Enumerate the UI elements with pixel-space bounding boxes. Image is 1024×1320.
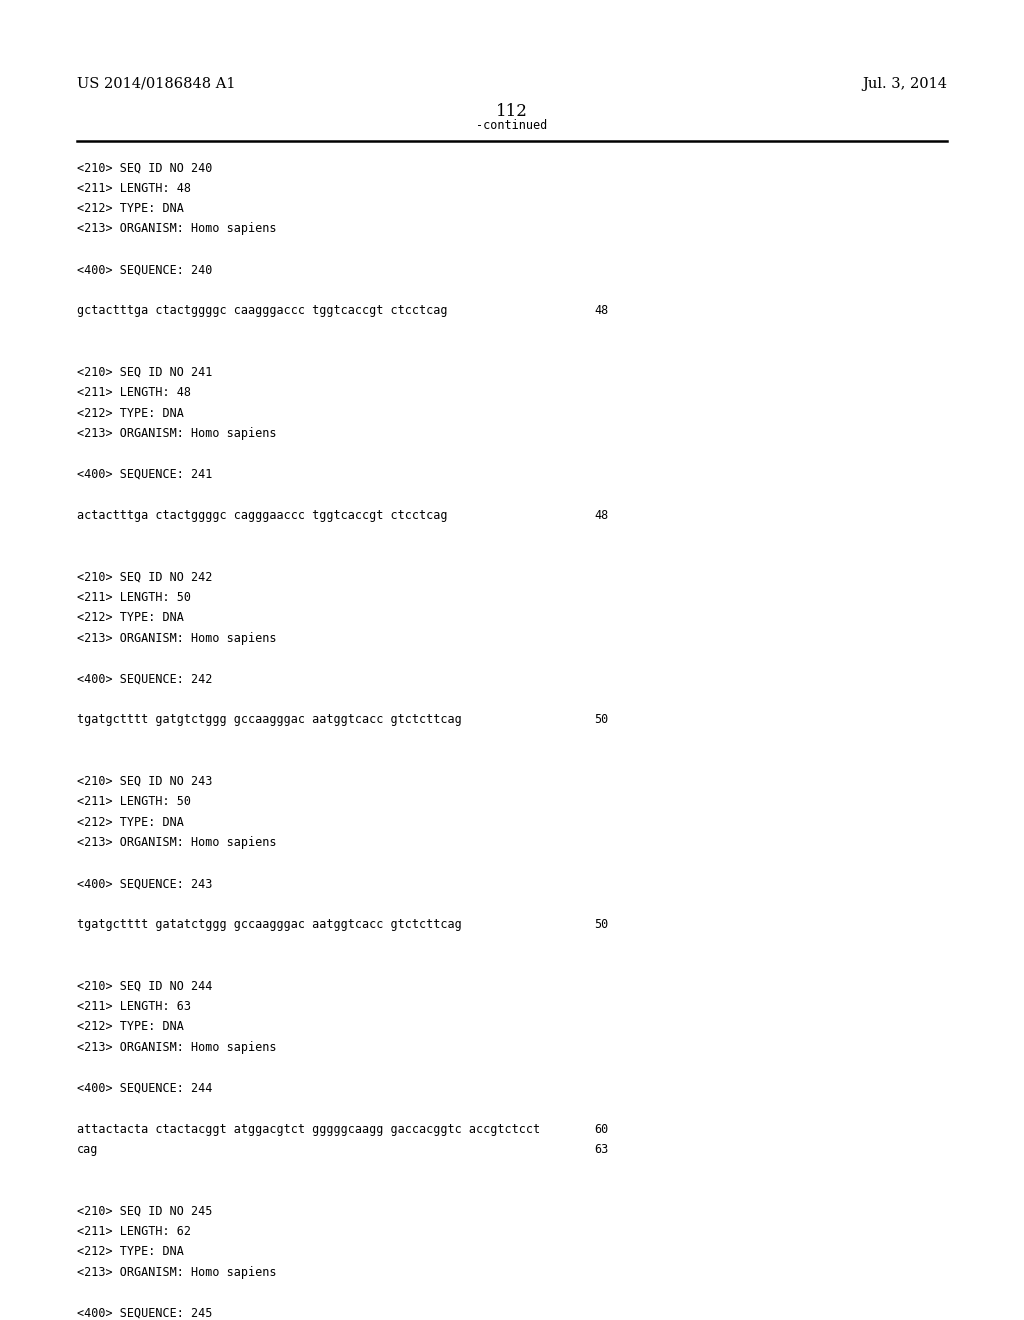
Text: <400> SEQUENCE: 243: <400> SEQUENCE: 243	[77, 876, 212, 890]
Text: <212> TYPE: DNA: <212> TYPE: DNA	[77, 1020, 183, 1034]
Text: <213> ORGANISM: Homo sapiens: <213> ORGANISM: Homo sapiens	[77, 631, 276, 644]
Text: <211> LENGTH: 63: <211> LENGTH: 63	[77, 999, 190, 1012]
Text: attactacta ctactacggt atggacgtct gggggcaagg gaccacggtc accgtctcct: attactacta ctactacggt atggacgtct gggggca…	[77, 1122, 540, 1135]
Text: gctactttga ctactggggc caagggaccc tggtcaccgt ctcctcag: gctactttga ctactggggc caagggaccc tggtcac…	[77, 304, 447, 317]
Text: US 2014/0186848 A1: US 2014/0186848 A1	[77, 77, 236, 91]
Text: 50: 50	[594, 713, 608, 726]
Text: <212> TYPE: DNA: <212> TYPE: DNA	[77, 816, 183, 829]
Text: 60: 60	[594, 1122, 608, 1135]
Text: <400> SEQUENCE: 245: <400> SEQUENCE: 245	[77, 1307, 212, 1320]
Text: <210> SEQ ID NO 241: <210> SEQ ID NO 241	[77, 366, 212, 379]
Text: <213> ORGANISM: Homo sapiens: <213> ORGANISM: Homo sapiens	[77, 836, 276, 849]
Text: <212> TYPE: DNA: <212> TYPE: DNA	[77, 611, 183, 624]
Text: <400> SEQUENCE: 244: <400> SEQUENCE: 244	[77, 1081, 212, 1094]
Text: 112: 112	[496, 103, 528, 120]
Text: <213> ORGANISM: Homo sapiens: <213> ORGANISM: Homo sapiens	[77, 222, 276, 235]
Text: <211> LENGTH: 50: <211> LENGTH: 50	[77, 590, 190, 603]
Text: <210> SEQ ID NO 242: <210> SEQ ID NO 242	[77, 570, 212, 583]
Text: <213> ORGANISM: Homo sapiens: <213> ORGANISM: Homo sapiens	[77, 426, 276, 440]
Text: <212> TYPE: DNA: <212> TYPE: DNA	[77, 407, 183, 420]
Text: <211> LENGTH: 48: <211> LENGTH: 48	[77, 181, 190, 194]
Text: tgatgctttt gatatctggg gccaagggac aatggtcacc gtctcttcag: tgatgctttt gatatctggg gccaagggac aatggtc…	[77, 917, 462, 931]
Text: <400> SEQUENCE: 242: <400> SEQUENCE: 242	[77, 672, 212, 685]
Text: 50: 50	[594, 917, 608, 931]
Text: 48: 48	[594, 304, 608, 317]
Text: 63: 63	[594, 1143, 608, 1156]
Text: <400> SEQUENCE: 240: <400> SEQUENCE: 240	[77, 263, 212, 276]
Text: <211> LENGTH: 62: <211> LENGTH: 62	[77, 1225, 190, 1238]
Text: cag: cag	[77, 1143, 98, 1156]
Text: <210> SEQ ID NO 245: <210> SEQ ID NO 245	[77, 1204, 212, 1217]
Text: <400> SEQUENCE: 241: <400> SEQUENCE: 241	[77, 467, 212, 480]
Text: <210> SEQ ID NO 240: <210> SEQ ID NO 240	[77, 161, 212, 174]
Text: actactttga ctactggggc cagggaaccc tggtcaccgt ctcctcag: actactttga ctactggggc cagggaaccc tggtcac…	[77, 508, 447, 521]
Text: <212> TYPE: DNA: <212> TYPE: DNA	[77, 202, 183, 215]
Text: -continued: -continued	[476, 119, 548, 132]
Text: <211> LENGTH: 48: <211> LENGTH: 48	[77, 385, 190, 399]
Text: <211> LENGTH: 50: <211> LENGTH: 50	[77, 795, 190, 808]
Text: <210> SEQ ID NO 243: <210> SEQ ID NO 243	[77, 775, 212, 788]
Text: <212> TYPE: DNA: <212> TYPE: DNA	[77, 1245, 183, 1258]
Text: tgatgctttt gatgtctggg gccaagggac aatggtcacc gtctcttcag: tgatgctttt gatgtctggg gccaagggac aatggtc…	[77, 713, 462, 726]
Text: Jul. 3, 2014: Jul. 3, 2014	[862, 77, 947, 91]
Text: 48: 48	[594, 508, 608, 521]
Text: <213> ORGANISM: Homo sapiens: <213> ORGANISM: Homo sapiens	[77, 1040, 276, 1053]
Text: <213> ORGANISM: Homo sapiens: <213> ORGANISM: Homo sapiens	[77, 1266, 276, 1279]
Text: <210> SEQ ID NO 244: <210> SEQ ID NO 244	[77, 979, 212, 993]
